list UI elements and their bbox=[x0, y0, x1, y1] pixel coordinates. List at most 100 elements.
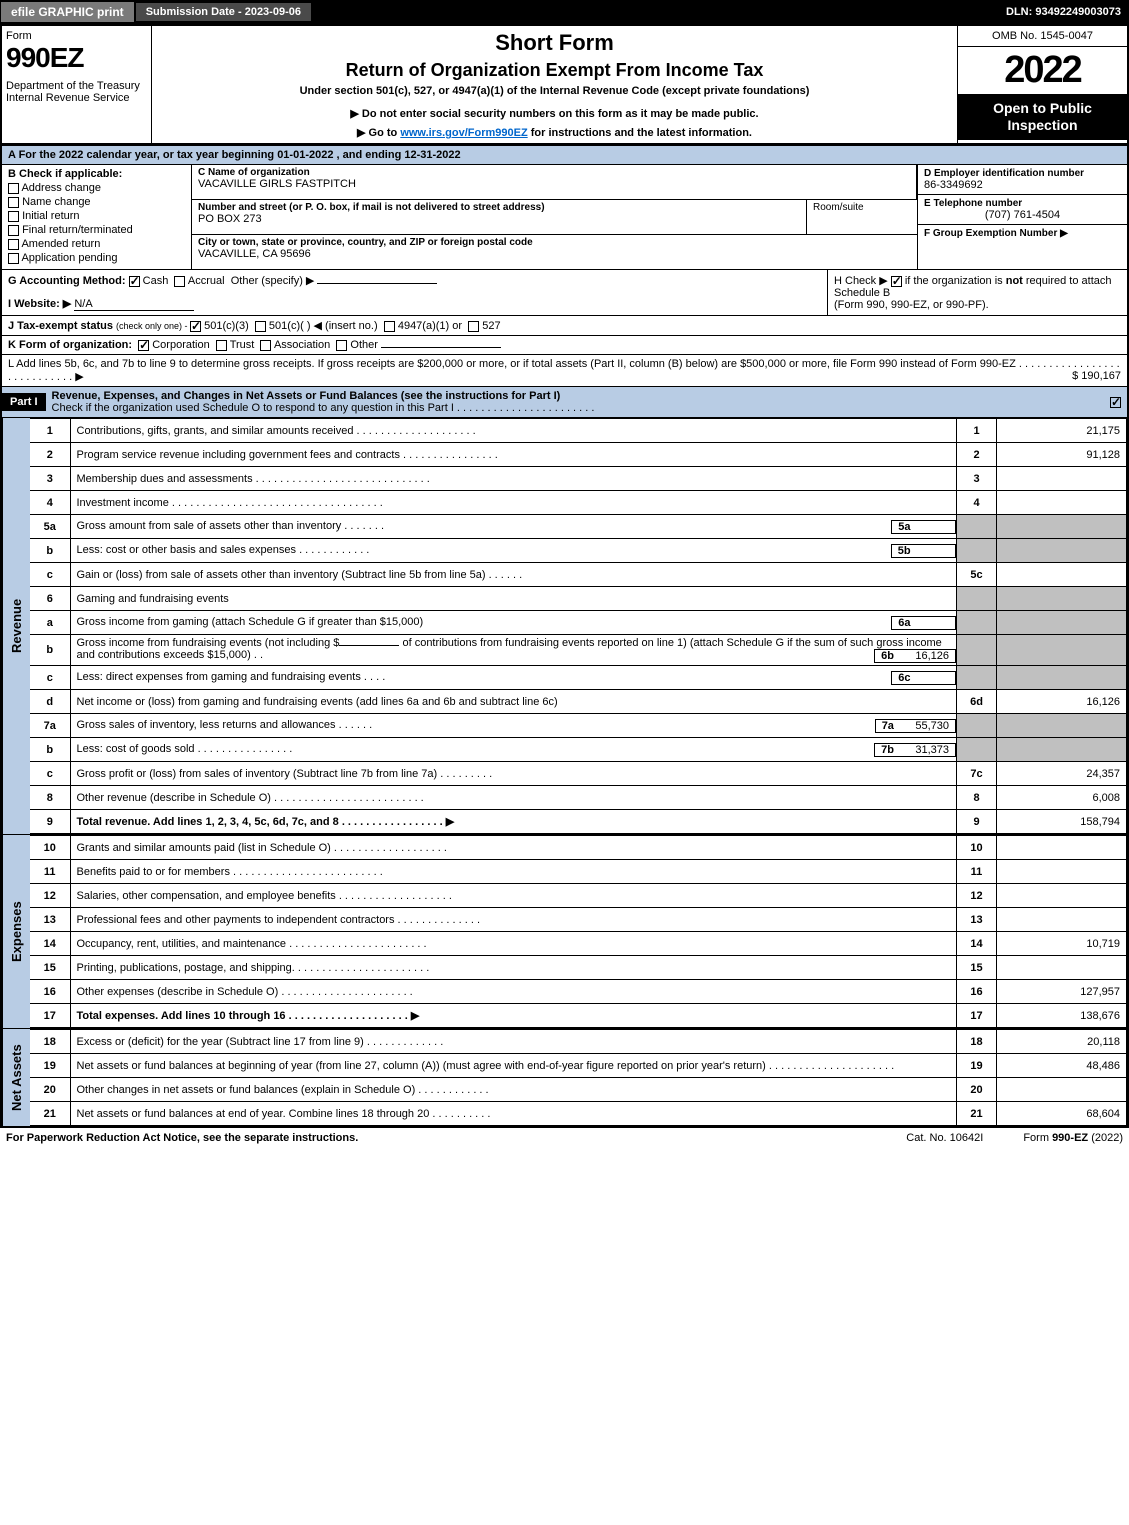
row-a-tax-year: A For the 2022 calendar year, or tax yea… bbox=[2, 146, 1127, 165]
table-row: 15Printing, publications, postage, and s… bbox=[30, 956, 1127, 980]
table-row: 12Salaries, other compensation, and empl… bbox=[30, 884, 1127, 908]
table-row: dNet income or (loss) from gaming and fu… bbox=[30, 690, 1127, 714]
check-corporation[interactable] bbox=[138, 340, 149, 351]
header-center: Short Form Return of Organization Exempt… bbox=[152, 26, 957, 143]
check-name-change[interactable]: Name change bbox=[8, 196, 185, 208]
table-row: 7aGross sales of inventory, less returns… bbox=[30, 714, 1127, 738]
goto-post: for instructions and the latest informat… bbox=[528, 127, 752, 139]
form-label: Form bbox=[6, 30, 147, 42]
section-b: B Check if applicable: Address change Na… bbox=[2, 165, 192, 269]
check-initial-return[interactable]: Initial return bbox=[8, 210, 185, 222]
check-501c[interactable] bbox=[255, 321, 266, 332]
e-label: E Telephone number bbox=[924, 198, 1121, 209]
check-final-return[interactable]: Final return/terminated bbox=[8, 224, 185, 236]
table-row: bLess: cost of goods sold . . . . . . . … bbox=[30, 738, 1127, 762]
c-name-label: C Name of organization bbox=[198, 167, 910, 178]
table-row: 13Professional fees and other payments t… bbox=[30, 908, 1127, 932]
other-input[interactable] bbox=[317, 283, 437, 284]
revenue-table: 1Contributions, gifts, grants, and simil… bbox=[30, 418, 1127, 834]
table-row: 4Investment income . . . . . . . . . . .… bbox=[30, 491, 1127, 515]
title-section: Under section 501(c), 527, or 4947(a)(1)… bbox=[160, 85, 949, 97]
table-row: 11Benefits paid to or for members . . . … bbox=[30, 860, 1127, 884]
table-row: cLess: direct expenses from gaming and f… bbox=[30, 666, 1127, 690]
table-row: 21Net assets or fund balances at end of … bbox=[30, 1102, 1127, 1126]
ein: 86-3349692 bbox=[924, 179, 1121, 191]
form-header: Form 990EZ Department of the Treasury In… bbox=[2, 26, 1127, 146]
dln: DLN: 93492249003073 bbox=[1006, 6, 1129, 18]
table-row: 3Membership dues and assessments . . . .… bbox=[30, 467, 1127, 491]
check-trust[interactable] bbox=[216, 340, 227, 351]
table-row: 5aGross amount from sale of assets other… bbox=[30, 515, 1127, 539]
check-cash[interactable] bbox=[129, 276, 140, 287]
check-other-org[interactable] bbox=[336, 340, 347, 351]
section-h: H Check ▶ if the organization is not req… bbox=[827, 270, 1127, 315]
check-application-pending[interactable]: Application pending bbox=[8, 252, 185, 264]
check-accrual[interactable] bbox=[174, 276, 185, 287]
table-row: 1Contributions, gifts, grants, and simil… bbox=[30, 419, 1127, 443]
website-value: N/A bbox=[74, 298, 194, 311]
c-city-label: City or town, state or province, country… bbox=[198, 237, 911, 248]
section-k: K Form of organization: Corporation Trus… bbox=[2, 336, 1127, 355]
section-j: J Tax-exempt status (check only one) - 5… bbox=[2, 316, 1127, 336]
omb-number: OMB No. 1545-0047 bbox=[958, 26, 1127, 47]
section-i: I Website: ▶ N/A bbox=[8, 297, 821, 311]
netassets-section: Net Assets 18Excess or (deficit) for the… bbox=[2, 1029, 1127, 1126]
table-row: bGross income from fundraising events (n… bbox=[30, 635, 1127, 666]
telephone: (707) 761-4504 bbox=[924, 209, 1121, 221]
table-row: 2Program service revenue including gover… bbox=[30, 443, 1127, 467]
table-row: 6Gaming and fundraising events bbox=[30, 587, 1127, 611]
efile-print-button[interactable]: efile GRAPHIC print bbox=[0, 1, 135, 23]
goto-pre: ▶ Go to bbox=[357, 127, 400, 139]
room-label: Room/suite bbox=[813, 202, 911, 213]
g-label: G Accounting Method: bbox=[8, 275, 126, 287]
table-row: cGross profit or (loss) from sales of in… bbox=[30, 762, 1127, 786]
section-bcdef: B Check if applicable: Address change Na… bbox=[2, 165, 1127, 270]
table-row: 14Occupancy, rent, utilities, and mainte… bbox=[30, 932, 1127, 956]
table-row: bLess: cost or other basis and sales exp… bbox=[30, 539, 1127, 563]
title-return: Return of Organization Exempt From Incom… bbox=[160, 60, 949, 81]
tax-year: 2022 bbox=[958, 47, 1127, 94]
i-label: I Website: ▶ bbox=[8, 298, 71, 310]
form-container: Form 990EZ Department of the Treasury In… bbox=[0, 24, 1129, 1128]
table-row: 20Other changes in net assets or fund ba… bbox=[30, 1078, 1127, 1102]
other-org-input[interactable] bbox=[381, 347, 501, 348]
section-ghi: G Accounting Method: Cash Accrual Other … bbox=[2, 270, 1127, 316]
check-schedule-o[interactable] bbox=[1110, 397, 1121, 408]
table-row: 9Total revenue. Add lines 1, 2, 3, 4, 5c… bbox=[30, 810, 1127, 834]
expenses-tab: Expenses bbox=[2, 835, 30, 1028]
dept-label: Department of the Treasury Internal Reve… bbox=[6, 80, 147, 104]
title-ssn: ▶ Do not enter social security numbers o… bbox=[160, 107, 949, 120]
section-l: L Add lines 5b, 6c, and 7b to line 9 to … bbox=[2, 355, 1127, 387]
revenue-section: Revenue 1Contributions, gifts, grants, a… bbox=[2, 418, 1127, 835]
table-row: cGain or (loss) from sale of assets othe… bbox=[30, 563, 1127, 587]
check-amended-return[interactable]: Amended return bbox=[8, 238, 185, 250]
check-address-change[interactable]: Address change bbox=[8, 182, 185, 194]
netassets-tab: Net Assets bbox=[2, 1029, 30, 1126]
netassets-table: 18Excess or (deficit) for the year (Subt… bbox=[30, 1029, 1127, 1126]
c-addr-label: Number and street (or P. O. box, if mail… bbox=[198, 202, 800, 213]
toolbar: efile GRAPHIC print Submission Date - 20… bbox=[0, 0, 1129, 24]
org-address: PO BOX 273 bbox=[198, 213, 800, 225]
part-1-label: Part I bbox=[2, 393, 46, 411]
check-schedule-b[interactable] bbox=[891, 276, 902, 287]
table-row: 8Other revenue (describe in Schedule O) … bbox=[30, 786, 1127, 810]
footer-right: Form 990-EZ (2022) bbox=[1023, 1132, 1123, 1144]
header-left: Form 990EZ Department of the Treasury In… bbox=[2, 26, 152, 143]
section-f: F Group Exemption Number ▶ bbox=[918, 225, 1127, 242]
check-association[interactable] bbox=[260, 340, 271, 351]
b-header: B Check if applicable: bbox=[8, 168, 185, 180]
irs-link[interactable]: www.irs.gov/Form990EZ bbox=[400, 127, 527, 139]
revenue-tab: Revenue bbox=[2, 418, 30, 834]
table-row: aGross income from gaming (attach Schedu… bbox=[30, 611, 1127, 635]
check-4947[interactable] bbox=[384, 321, 395, 332]
check-501c3[interactable] bbox=[190, 321, 201, 332]
section-e: E Telephone number (707) 761-4504 bbox=[918, 195, 1127, 225]
section-c: C Name of organization VACAVILLE GIRLS F… bbox=[192, 165, 917, 269]
header-right: OMB No. 1545-0047 2022 Open to Public In… bbox=[957, 26, 1127, 143]
check-527[interactable] bbox=[468, 321, 479, 332]
section-g: G Accounting Method: Cash Accrual Other … bbox=[8, 274, 821, 287]
footer-left: For Paperwork Reduction Act Notice, see … bbox=[6, 1132, 358, 1144]
table-row: 16Other expenses (describe in Schedule O… bbox=[30, 980, 1127, 1004]
footer-center: Cat. No. 10642I bbox=[906, 1132, 983, 1144]
f-label: F Group Exemption Number ▶ bbox=[924, 228, 1121, 239]
